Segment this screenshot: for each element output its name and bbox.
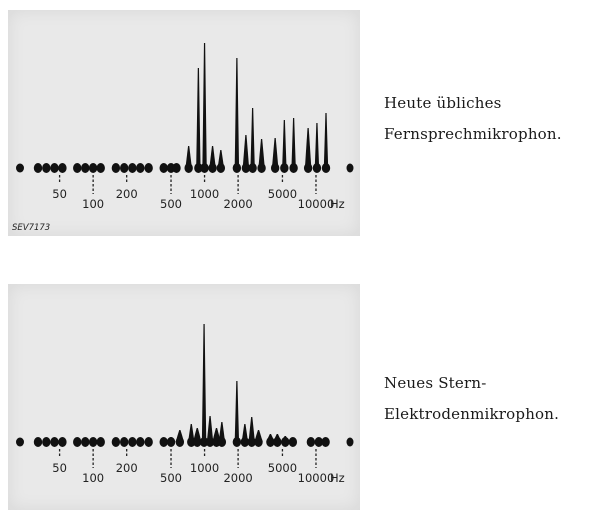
bottom-spectrum-peak xyxy=(314,437,324,447)
bottom-spectrum-peak xyxy=(306,437,316,447)
top-spectrum-peak xyxy=(172,163,181,173)
caption-bottom-line-1: Neues Stern- xyxy=(384,374,487,392)
top-baseline-start-marker xyxy=(16,163,24,173)
top-spectrum-peak xyxy=(42,163,51,173)
bottom-spectrum-peak xyxy=(247,417,256,447)
bottom-spectrum-peak xyxy=(33,437,43,447)
top-spectrum-peak xyxy=(58,163,67,173)
caption-top-line-1: Heute übliches xyxy=(384,94,502,112)
bottom-tick-label: 200 xyxy=(116,461,138,475)
spectrum-panel-top: 50 100 200 500 1000 2000 5000 10000 Hz SEV7173 xyxy=(8,10,360,236)
top-tick-label: 100 xyxy=(82,197,104,211)
top-spectrum-peak xyxy=(111,163,121,173)
bottom-spectrum-peak xyxy=(217,422,227,447)
top-spectrum-peak xyxy=(50,163,59,173)
bottom-spectrum-peak xyxy=(273,434,282,447)
bottom-tick-label: 500 xyxy=(160,471,182,485)
bottom-spectrum-peak xyxy=(111,437,121,447)
bottom-spectrum-peak xyxy=(58,437,67,447)
bottom-spectrum-peak xyxy=(42,437,51,447)
caption-top: Heute übliches Fernsprechmikrophon. xyxy=(384,88,562,150)
top-spectrum-peak xyxy=(280,120,289,173)
bottom-baseline-start-marker xyxy=(16,437,24,447)
bottom-tick-label: 1000 xyxy=(190,461,219,475)
top-figure-code: SEV7173 xyxy=(12,223,50,233)
bottom-spectrum-peak xyxy=(321,437,330,447)
top-spectrum-peak xyxy=(241,135,251,173)
caption-bottom: Neues Stern- Elektrodenmikrophon. xyxy=(384,368,559,430)
bottom-spectrum-peak xyxy=(119,437,129,447)
top-spectrum-peak xyxy=(270,138,280,173)
bottom-spectrum-peak xyxy=(50,437,59,447)
bottom-spectrum-peak xyxy=(175,430,185,447)
top-spectrum-peak xyxy=(216,150,226,173)
bottom-tick-label: 100 xyxy=(82,471,104,485)
top-spectrum-peak xyxy=(88,163,98,173)
bottom-baseline-end-marker xyxy=(346,437,354,447)
top-spectrum-peak xyxy=(81,163,90,173)
bottom-spectrum-peak xyxy=(232,381,242,447)
bottom-spectrum-peak xyxy=(240,424,250,447)
bottom-spectrum-peak xyxy=(254,430,263,447)
caption-bottom-line-2: Elektrodenmikrophon. xyxy=(384,405,560,423)
bottom-spectrum-peak xyxy=(187,424,196,447)
bottom-spectrum-peak xyxy=(144,437,153,447)
bottom-spectrum-peak xyxy=(159,437,168,447)
bottom-spectrum-peak xyxy=(136,437,145,447)
bottom-spectrum-peak xyxy=(281,436,290,447)
bottom-tick-label: 50 xyxy=(52,461,67,475)
top-spectrum-peak xyxy=(144,163,153,173)
bottom-spectrum-peak xyxy=(88,437,98,447)
top-spectrum-peak xyxy=(96,163,105,173)
top-spectrum-peak xyxy=(136,163,145,173)
bottom-unit-label: Hz xyxy=(330,471,345,485)
top-baseline-end-marker xyxy=(346,163,354,173)
bottom-spectrum-peak xyxy=(81,437,90,447)
top-tick-label: 10000 xyxy=(298,197,335,211)
bottom-tick-label: 2000 xyxy=(223,471,252,485)
top-spectrum-peak xyxy=(248,108,257,173)
top-spectrum-peak xyxy=(159,163,168,173)
top-tick-label: 1000 xyxy=(190,187,219,201)
top-spectrum-peak xyxy=(194,68,203,173)
top-tick-label: 50 xyxy=(52,187,67,201)
bottom-spectrum-peak xyxy=(205,416,215,447)
top-spectrum-peak xyxy=(200,43,209,173)
top-spectrum-peak xyxy=(232,58,242,173)
top-tick-label: 2000 xyxy=(223,197,252,211)
bottom-spectrum-peak xyxy=(73,437,82,447)
top-spectrum-peak xyxy=(257,139,266,173)
bottom-spectrum-peak xyxy=(96,437,105,447)
top-tick-label: 5000 xyxy=(268,187,297,201)
top-tick-label: 500 xyxy=(160,197,182,211)
bottom-spectrum-peak xyxy=(128,437,137,447)
bottom-tick-label: 10000 xyxy=(298,471,335,485)
top-spectrum-peak xyxy=(33,163,43,173)
top-spectrum-peak xyxy=(128,163,137,173)
caption-top-line-2: Fernsprechmikrophon. xyxy=(384,125,562,143)
bottom-spectrum-peak xyxy=(266,434,275,447)
bottom-spectrum-peak xyxy=(193,428,202,447)
top-unit-label: Hz xyxy=(330,197,345,211)
bottom-tick-label: 5000 xyxy=(268,461,297,475)
top-spectrum-peak xyxy=(303,128,313,173)
spectrum-panel-bottom: 50 100 200 500 1000 2000 5000 10000 Hz xyxy=(8,284,360,510)
top-spectrum-peak xyxy=(73,163,82,173)
bottom-spectrum-peak xyxy=(199,324,209,447)
bottom-spectrum-peak xyxy=(166,437,176,447)
top-spectrum-peak xyxy=(119,163,129,173)
top-tick-label: 200 xyxy=(116,187,138,201)
top-spectrum-peak xyxy=(321,113,331,173)
top-spectrum-peak xyxy=(289,118,298,173)
top-spectrum-peak xyxy=(184,146,193,173)
top-spectrum-peak xyxy=(312,123,322,173)
top-spectrum-peak xyxy=(208,146,217,173)
bottom-spectrum-peak xyxy=(288,437,298,447)
